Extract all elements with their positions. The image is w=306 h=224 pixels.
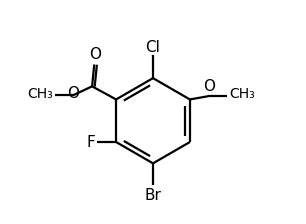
- Text: O: O: [89, 47, 101, 62]
- Text: Br: Br: [144, 188, 162, 203]
- Text: CH₃: CH₃: [27, 87, 53, 101]
- Text: O: O: [67, 86, 79, 101]
- Text: Cl: Cl: [146, 40, 160, 55]
- Text: F: F: [86, 135, 95, 150]
- Text: CH₃: CH₃: [229, 87, 255, 101]
- Text: O: O: [203, 79, 215, 94]
